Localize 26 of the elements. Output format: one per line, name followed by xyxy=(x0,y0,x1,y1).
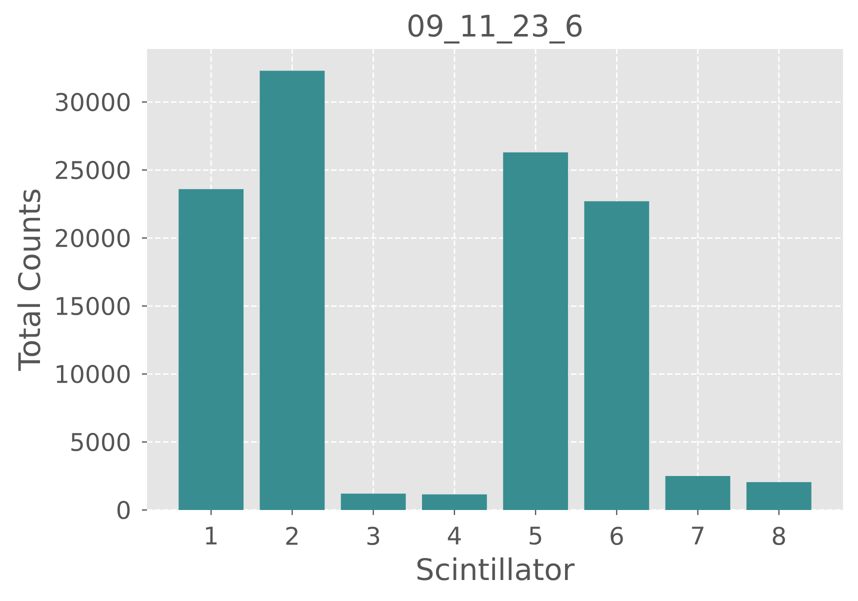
bar xyxy=(665,476,730,510)
y-tick-label: 25000 xyxy=(56,160,130,180)
x-tick-label: 6 xyxy=(610,526,623,546)
bar xyxy=(422,494,487,510)
x-tick-label: 5 xyxy=(530,526,542,545)
y-tick-label: 10000 xyxy=(56,364,130,384)
bar xyxy=(746,482,812,510)
bar xyxy=(260,70,325,510)
x-axis-title: Scintillator xyxy=(417,557,575,580)
x-tick-label: 8 xyxy=(772,526,785,546)
x-tick-label: 1 xyxy=(206,526,217,544)
x-tick-label: 4 xyxy=(448,526,461,544)
bar xyxy=(584,201,650,510)
bar xyxy=(340,494,406,510)
x-tick-label: 3 xyxy=(367,526,380,546)
bar xyxy=(503,152,568,510)
chart-title: 09_11_23_6 xyxy=(408,14,582,44)
y-axis-title: Total Counts xyxy=(17,190,40,371)
bar xyxy=(178,189,244,510)
x-tick-label: 7 xyxy=(692,526,704,544)
y-tick-label: 30000 xyxy=(56,92,130,112)
y-tick-label: 5000 xyxy=(71,432,130,452)
y-tick-label: 20000 xyxy=(56,228,130,248)
y-tick-label: 15000 xyxy=(56,296,130,316)
x-tick-label: 2 xyxy=(286,526,298,545)
y-tick-label: 0 xyxy=(117,500,130,520)
